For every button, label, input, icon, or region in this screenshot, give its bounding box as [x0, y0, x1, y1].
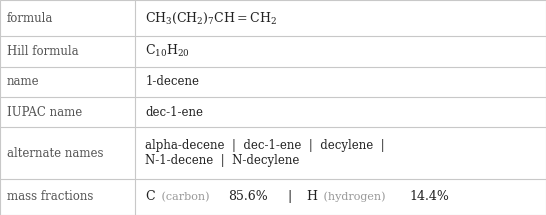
Text: formula: formula: [7, 12, 53, 25]
Text: (carbon): (carbon): [158, 192, 212, 202]
Text: 14.4%: 14.4%: [410, 190, 449, 203]
Text: 85.6%: 85.6%: [229, 190, 269, 203]
Text: mass fractions: mass fractions: [7, 190, 93, 203]
Text: (hydrogen): (hydrogen): [321, 192, 389, 202]
Text: dec-1-ene: dec-1-ene: [145, 106, 203, 119]
Text: H: H: [306, 190, 317, 203]
Text: IUPAC name: IUPAC name: [7, 106, 82, 119]
Text: 1-decene: 1-decene: [145, 75, 199, 88]
Text: |: |: [280, 190, 300, 203]
Text: alpha-decene  |  dec-1-ene  |  decylene  |: alpha-decene | dec-1-ene | decylene |: [145, 139, 385, 152]
Text: alternate names: alternate names: [7, 147, 103, 160]
Text: Hill formula: Hill formula: [7, 45, 78, 58]
Text: N-1-decene  |  N-decylene: N-1-decene | N-decylene: [145, 154, 300, 167]
Text: C: C: [145, 190, 155, 203]
Text: $\mathregular{C_{10}H_{20}}$: $\mathregular{C_{10}H_{20}}$: [145, 43, 190, 60]
Text: name: name: [7, 75, 39, 88]
Text: $\mathregular{CH_3(CH_2)_7CH{=}CH_2}$: $\mathregular{CH_3(CH_2)_7CH{=}CH_2}$: [145, 11, 277, 26]
